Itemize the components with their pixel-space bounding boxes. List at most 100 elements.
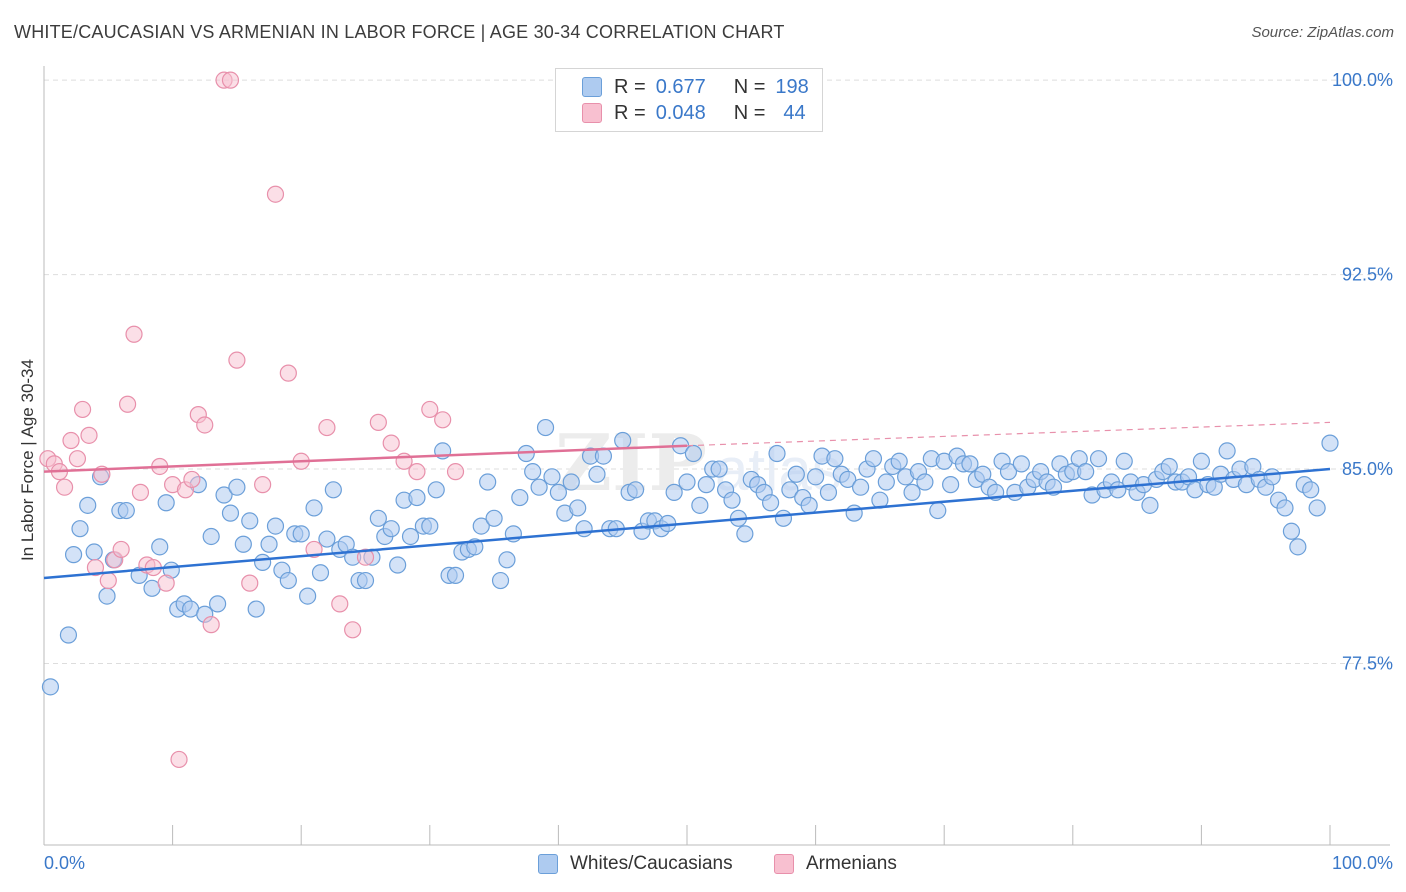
armenian-point bbox=[170, 750, 188, 769]
tick-labels: 77.5% 85.0% 92.5% 100.0% 0.0% 100.0% bbox=[44, 70, 1393, 873]
white-point bbox=[1160, 457, 1178, 476]
armenian-point bbox=[344, 621, 362, 639]
white-point bbox=[1115, 452, 1133, 470]
legend-n-value: 198 bbox=[775, 75, 809, 98]
legend-row-armenians: R = 0.048 N = 44 bbox=[582, 100, 806, 126]
white-point bbox=[382, 520, 400, 538]
armenian-point bbox=[125, 325, 143, 343]
trend-lines bbox=[43, 421, 1331, 580]
bottom-legend-armenians: Armenians bbox=[774, 852, 897, 876]
trend-line-armenians bbox=[43, 444, 688, 473]
y-tick-label: 77.5% bbox=[1342, 654, 1393, 674]
white-point bbox=[1282, 522, 1301, 540]
white-point bbox=[215, 486, 233, 504]
legend-r-value: 0.677 bbox=[655, 75, 706, 98]
white-point bbox=[942, 476, 960, 494]
white-point bbox=[79, 496, 97, 514]
white-point bbox=[254, 553, 272, 571]
bottom-legend-label-whites: Whites/Caucasians bbox=[570, 853, 733, 874]
white-point bbox=[826, 450, 844, 468]
white-point bbox=[736, 525, 754, 543]
white-point bbox=[819, 483, 838, 501]
white-point bbox=[311, 564, 330, 582]
white-point bbox=[929, 501, 947, 520]
white-point bbox=[1308, 499, 1326, 517]
armenian-point bbox=[80, 426, 98, 444]
legend-swatch-pink bbox=[582, 103, 602, 123]
legend-n-label: N = bbox=[733, 101, 766, 124]
white-point bbox=[845, 504, 863, 522]
white-point bbox=[498, 551, 516, 569]
y-axis-label: In Labor Force | Age 30-34 bbox=[18, 359, 37, 561]
x-tick-label: 0.0% bbox=[44, 853, 85, 873]
white-point bbox=[864, 450, 883, 468]
white-point bbox=[479, 473, 497, 491]
white-point bbox=[852, 478, 870, 496]
legend-n-label: N = bbox=[733, 75, 766, 98]
armenian-point bbox=[86, 558, 105, 577]
white-point bbox=[1012, 455, 1030, 473]
white-point bbox=[678, 473, 696, 491]
armenian-point bbox=[254, 476, 272, 494]
trend-line-whites bbox=[43, 467, 1331, 580]
white-point bbox=[446, 566, 465, 584]
white-point bbox=[408, 488, 426, 507]
series-armenians-points bbox=[39, 71, 465, 769]
y-tick-label: 85.0% bbox=[1342, 459, 1393, 479]
armenian-point bbox=[241, 574, 259, 592]
white-point bbox=[684, 444, 703, 463]
white-point bbox=[1289, 538, 1307, 556]
armenian-point bbox=[221, 71, 240, 89]
armenian-point bbox=[408, 463, 426, 481]
white-point bbox=[485, 509, 503, 527]
armenian-point bbox=[62, 431, 80, 450]
white-point bbox=[151, 538, 169, 556]
legend-r-label: R = bbox=[614, 75, 646, 98]
armenian-point bbox=[266, 185, 285, 203]
legend-n-value: 44 bbox=[783, 101, 806, 124]
white-point bbox=[85, 543, 103, 561]
white-point bbox=[800, 496, 818, 514]
white-point bbox=[64, 546, 83, 564]
white-point bbox=[369, 509, 387, 527]
white-point bbox=[691, 496, 709, 514]
white-point bbox=[774, 509, 793, 527]
white-point bbox=[1321, 434, 1339, 452]
white-point bbox=[697, 476, 715, 494]
white-point bbox=[569, 499, 587, 517]
armenian-point bbox=[421, 400, 439, 419]
white-point bbox=[575, 520, 593, 538]
armenian-point bbox=[202, 616, 220, 634]
white-point bbox=[260, 535, 278, 553]
bottom-legend-swatch-pink bbox=[774, 854, 794, 874]
white-point bbox=[511, 488, 529, 507]
white-point bbox=[877, 473, 895, 491]
white-point bbox=[562, 473, 580, 491]
white-point bbox=[299, 587, 317, 605]
white-point bbox=[665, 483, 683, 501]
armenian-point bbox=[356, 548, 375, 566]
legend-r-value: 0.048 bbox=[655, 101, 706, 124]
legend: R = 0.677 N = 198 R = 0.048 N = 44 bbox=[555, 68, 823, 132]
white-point bbox=[221, 504, 240, 522]
white-point bbox=[1192, 452, 1211, 470]
white-point bbox=[389, 556, 407, 574]
white-point bbox=[324, 481, 342, 499]
white-point bbox=[1089, 450, 1108, 468]
white-point bbox=[761, 494, 780, 512]
white-point bbox=[318, 530, 336, 548]
y-tick-label: 92.5% bbox=[1342, 265, 1393, 285]
armenian-point bbox=[112, 540, 130, 559]
white-point bbox=[247, 600, 265, 618]
y-tick-label: 100.0% bbox=[1332, 70, 1393, 90]
white-point bbox=[614, 431, 632, 450]
white-point bbox=[626, 481, 645, 499]
white-point bbox=[421, 517, 439, 535]
armenian-point bbox=[228, 351, 246, 369]
white-point bbox=[1218, 442, 1236, 460]
armenian-point bbox=[369, 413, 387, 431]
white-point bbox=[530, 478, 548, 496]
white-point bbox=[536, 418, 555, 437]
white-point bbox=[806, 468, 825, 486]
